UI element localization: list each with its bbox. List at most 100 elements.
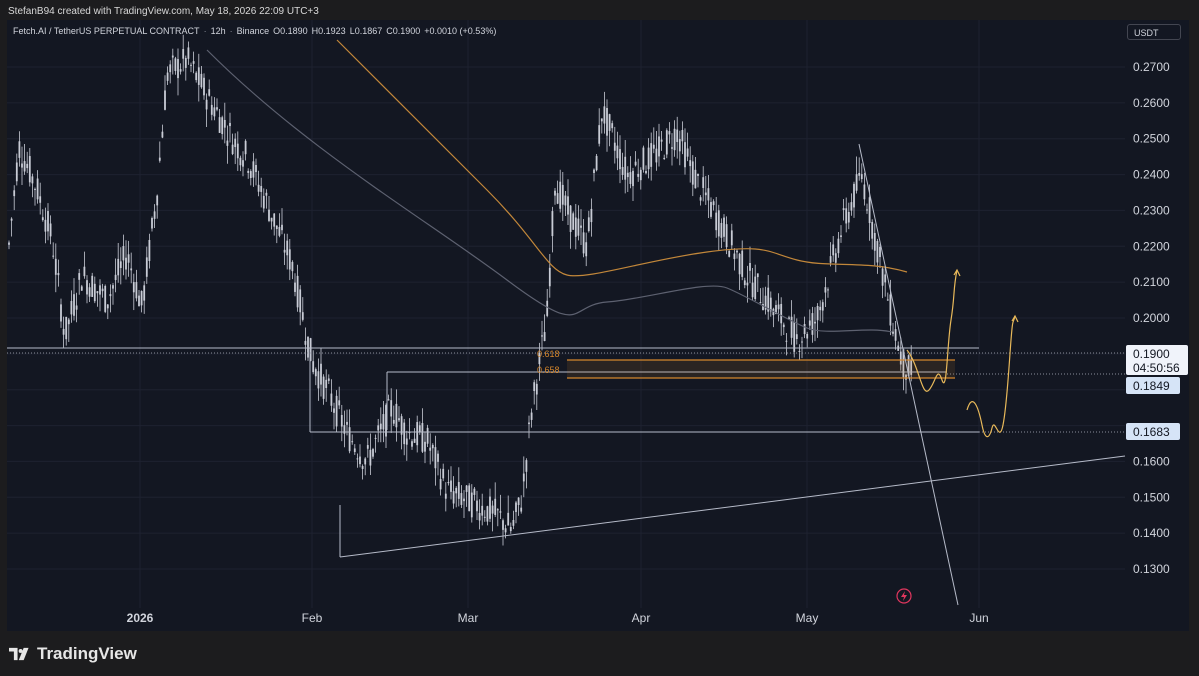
candle-body <box>736 250 738 253</box>
candle-body <box>452 491 455 504</box>
candle-body <box>62 328 65 335</box>
fib-zone <box>567 360 955 378</box>
candle-body <box>387 399 390 401</box>
candle-body <box>782 324 785 328</box>
candle-body <box>616 145 619 159</box>
candle-body <box>629 172 632 184</box>
candle-body <box>104 285 107 312</box>
candle-body <box>814 321 816 324</box>
candle-body <box>743 280 746 286</box>
price-tick-label: 0.1300 <box>1133 562 1170 576</box>
candle-body <box>746 282 749 286</box>
candle-body <box>151 218 153 229</box>
candle-body <box>881 268 884 286</box>
candle-body <box>515 502 517 513</box>
candle-body <box>728 250 731 257</box>
candle-body <box>91 275 94 297</box>
candle-body <box>385 405 387 437</box>
legend-symbol: Fetch.AI / TetherUS PERPETUAL CONTRACT <box>13 26 200 36</box>
candle-body <box>574 217 577 237</box>
candle-body <box>382 414 385 430</box>
legend-low: L0.1867 <box>349 26 383 36</box>
candle-body <box>416 422 419 446</box>
candle-body <box>871 221 874 239</box>
candle-body <box>49 223 52 237</box>
candle-body <box>754 276 757 300</box>
candle-body <box>78 273 81 280</box>
candle-body <box>252 161 255 178</box>
candle-body <box>600 118 603 122</box>
candle-body <box>559 181 562 209</box>
candle-body <box>8 242 10 245</box>
candle-body <box>164 90 166 110</box>
candle-body <box>517 497 520 506</box>
candle-body <box>551 211 554 237</box>
candle-body <box>411 441 413 447</box>
candle-body <box>697 173 699 176</box>
footer-bar: TradingView <box>0 631 1199 676</box>
candle-body <box>465 485 468 492</box>
legend-interval: 12h <box>210 26 226 36</box>
candle-body <box>421 423 424 452</box>
candle-body <box>876 241 879 263</box>
candle-body <box>117 258 120 276</box>
candle-body <box>299 289 302 313</box>
candle-body <box>356 458 359 460</box>
candle-body <box>236 143 239 159</box>
tradingview-logo-icon <box>9 647 29 661</box>
time-axis-label: Apr <box>632 611 651 625</box>
candle-body <box>208 89 211 96</box>
candle-body <box>606 108 608 136</box>
price-chart[interactable]: 0.618 0.658 0.2700 0.2600 0.2500 0.2400 0.230… <box>7 20 1189 631</box>
chart-area[interactable]: 0.618 0.658 0.2700 0.2600 0.2500 0.2400 0.230… <box>7 20 1189 631</box>
candle-body <box>379 423 382 430</box>
candle-body <box>827 289 829 291</box>
candle-body <box>655 148 658 163</box>
candle-body <box>676 129 679 143</box>
candle-body <box>52 255 55 257</box>
candle-body <box>863 184 866 200</box>
candle-body <box>905 374 907 380</box>
candle-body <box>437 453 439 462</box>
candle-body <box>892 331 894 334</box>
candle-body <box>816 305 819 321</box>
candle-body <box>257 184 260 192</box>
candle-body <box>889 294 892 326</box>
candle-body <box>642 147 645 170</box>
candle-body <box>884 274 887 283</box>
legend-exchange: Binance <box>236 26 270 36</box>
candle-body <box>83 266 86 277</box>
candle-body <box>205 99 208 110</box>
candle-body <box>294 282 296 292</box>
candle-body <box>704 192 707 196</box>
candle-body <box>762 303 764 311</box>
candle-body <box>231 144 234 155</box>
candle-body <box>34 188 36 190</box>
candle-body <box>741 250 744 277</box>
candle-body <box>221 117 224 135</box>
candle-body <box>548 267 551 287</box>
candle-body <box>359 456 361 465</box>
candle-body <box>296 275 299 308</box>
currency-selector[interactable]: USDT <box>1127 24 1181 40</box>
price-tick-label: 0.2300 <box>1133 203 1170 217</box>
candle-body <box>190 64 192 66</box>
candle-body <box>660 139 663 142</box>
candle-body <box>132 282 135 293</box>
candle-body <box>340 414 343 427</box>
level-price-label: 0.1683 <box>1133 425 1170 439</box>
tradingview-logo[interactable]: TradingView <box>9 644 137 664</box>
candle-body <box>179 69 182 72</box>
candle-body <box>868 197 871 224</box>
level-price-badge <box>1126 377 1180 394</box>
candle-body <box>431 444 434 449</box>
candle-body <box>858 172 861 176</box>
candle-body <box>756 273 759 278</box>
candle-body <box>13 190 16 197</box>
current-price-label: 0.1900 <box>1133 347 1170 361</box>
candle-body <box>777 304 780 310</box>
candle-body <box>847 212 850 223</box>
candle-body <box>351 441 354 443</box>
candle-body <box>850 202 853 211</box>
candle-body <box>595 155 598 171</box>
